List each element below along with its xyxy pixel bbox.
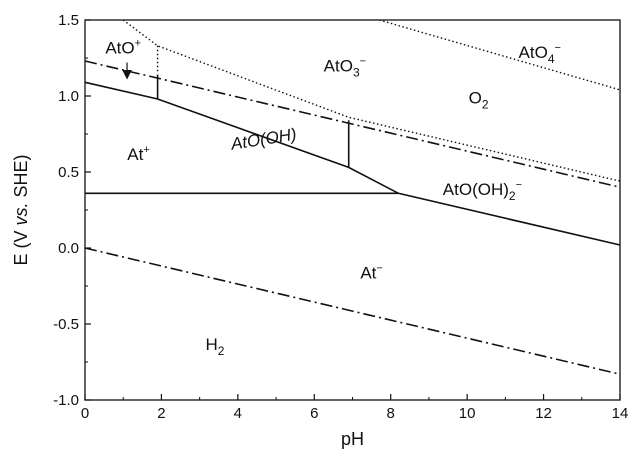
region-ato3-sup: − <box>360 56 366 68</box>
y-tick-label: 0.5 <box>58 164 79 181</box>
series-line-dashdot-5 <box>84 247 621 375</box>
x-tick-label: 6 <box>310 405 318 422</box>
region-atooh2-sub: 2 <box>509 189 516 203</box>
region-h2-base: H <box>205 335 217 354</box>
region-atooh2-base: AtO(OH) <box>443 180 509 199</box>
x-tick-label: 2 <box>157 405 165 422</box>
y-tick-label: 1.5 <box>58 12 79 29</box>
x-axis-ticks: 0 2 4 6 8 10 12 14 <box>81 394 629 422</box>
x-tick-label: 14 <box>612 405 629 422</box>
x-tick-label: 0 <box>81 405 89 422</box>
y-axis-label-prefix: E (V <box>11 226 31 266</box>
region-at-plus-base: At <box>127 145 143 164</box>
x-tick-label: 8 <box>387 405 395 422</box>
region-ato4-sup: − <box>555 42 561 54</box>
region-atooh2-sup: − <box>516 179 522 191</box>
region-ato3-base: AtO <box>324 57 353 76</box>
region-ato-plus-base: AtO <box>105 38 134 57</box>
y-tick-label: -0.5 <box>53 316 79 333</box>
x-tick-label: 4 <box>234 405 242 422</box>
region-at-plus: At+ <box>127 144 150 164</box>
region-at-minus-base: At <box>360 263 376 282</box>
region-ato3-sub: 3 <box>353 66 360 80</box>
region-ato4-sub: 4 <box>548 52 555 66</box>
x-tick-label: 12 <box>535 405 552 422</box>
region-h2: H2 <box>205 335 224 358</box>
region-h2-sub: 2 <box>218 344 225 358</box>
region-ato3: AtO3− <box>324 56 366 80</box>
y-axis-label-italic: vs. <box>11 202 31 225</box>
x-axis-label: pH <box>341 429 364 449</box>
y-tick-label: 0.0 <box>58 240 79 257</box>
region-o2-base: O <box>469 89 482 108</box>
x-tick-label: 10 <box>459 405 476 422</box>
region-at-plus-sup: + <box>143 144 149 156</box>
y-tick-label: 1.0 <box>58 88 79 105</box>
region-ato4: AtO4− <box>519 42 561 66</box>
y-axis-label: E (V vs. SHE) <box>11 154 31 265</box>
y-axis-ticks: -1.0 -0.5 0.0 0.5 1.0 1.5 <box>53 12 91 409</box>
region-atooh: AtO(OH) <box>229 125 298 154</box>
region-o2: O2 <box>469 89 489 112</box>
region-o2-sub: 2 <box>482 98 489 112</box>
region-at-minus-sup: − <box>376 262 382 274</box>
series-layer <box>84 19 621 375</box>
series-line-dashdot-4 <box>84 60 621 188</box>
region-atooh2: AtO(OH)2− <box>443 179 522 203</box>
region-ato4-base: AtO <box>519 43 548 62</box>
y-axis-label-suffix: SHE) <box>11 154 31 202</box>
series-line-solid-0 <box>84 81 621 246</box>
region-ato-plus-sup: + <box>135 37 141 49</box>
series-line-dotted-8 <box>379 19 621 91</box>
y-tick-label: -1.0 <box>53 392 79 409</box>
region-atooh-base: AtO(OH) <box>229 125 298 154</box>
region-at-minus: At− <box>360 262 383 282</box>
region-ato-plus: AtO+ <box>105 37 141 57</box>
series-line-dotted-6 <box>122 19 621 182</box>
